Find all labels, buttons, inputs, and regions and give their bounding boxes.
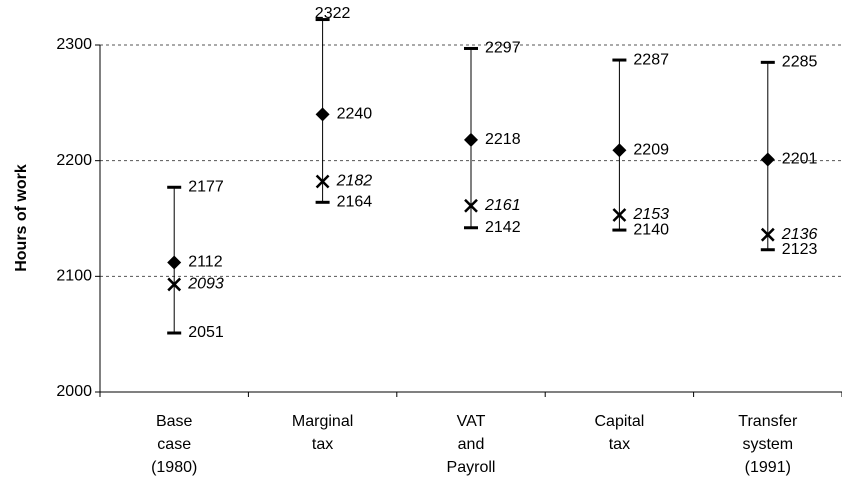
- y-axis-title: Hours of work: [13, 164, 30, 272]
- diamond-marker: [760, 152, 775, 167]
- y-tick-label: 2100: [56, 268, 92, 285]
- data-label: 2209: [633, 141, 669, 158]
- data-label: 2164: [337, 194, 373, 211]
- x-tick-label: (1980): [151, 459, 197, 476]
- y-tick-label: 2000: [56, 383, 92, 400]
- x-tick-label: Payroll: [447, 459, 496, 476]
- data-label: 2240: [337, 106, 373, 123]
- data-label: 2297: [485, 40, 521, 57]
- cross-marker: [760, 227, 775, 242]
- data-label: 2093: [187, 276, 224, 293]
- x-tick-label: Transfer: [738, 413, 798, 430]
- data-label: 2140: [633, 221, 669, 238]
- diamond-marker: [167, 255, 182, 270]
- x-tick-label: Capital: [594, 413, 644, 430]
- x-tick-label: tax: [609, 436, 630, 453]
- data-label: 2201: [782, 151, 818, 168]
- data-label: 2051: [188, 324, 224, 341]
- x-tick-label: case: [157, 436, 191, 453]
- data-label: 2287: [633, 51, 669, 68]
- data-label: 2218: [485, 131, 521, 148]
- x-tick-label: system: [742, 436, 793, 453]
- cross-marker: [167, 277, 182, 292]
- data-label: 2112: [188, 254, 223, 271]
- diamond-marker: [612, 143, 627, 158]
- x-tick-label: and: [458, 436, 485, 453]
- x-tick-label: Marginal: [292, 413, 353, 430]
- data-label: 2322: [315, 5, 351, 22]
- cross-marker: [315, 174, 330, 189]
- data-label: 2285: [782, 54, 818, 71]
- data-label: 2136: [781, 226, 818, 243]
- diamond-marker: [464, 132, 478, 147]
- x-tick-label: (1991): [745, 459, 791, 476]
- x-tick-label: Base: [156, 413, 193, 430]
- data-label: 2153: [632, 206, 669, 223]
- data-label: 2177: [188, 178, 224, 195]
- data-label: 2123: [782, 241, 818, 258]
- y-tick-label: 2300: [56, 36, 92, 53]
- cross-marker: [612, 208, 627, 222]
- x-tick-label: VAT: [457, 413, 486, 430]
- diamond-marker: [315, 107, 330, 122]
- data-label: 2182: [336, 173, 373, 190]
- cross-marker: [464, 198, 478, 213]
- y-tick-label: 2200: [56, 152, 92, 169]
- x-tick-label: tax: [312, 436, 333, 453]
- data-label: 2142: [485, 219, 521, 236]
- data-label: 2161: [484, 197, 521, 214]
